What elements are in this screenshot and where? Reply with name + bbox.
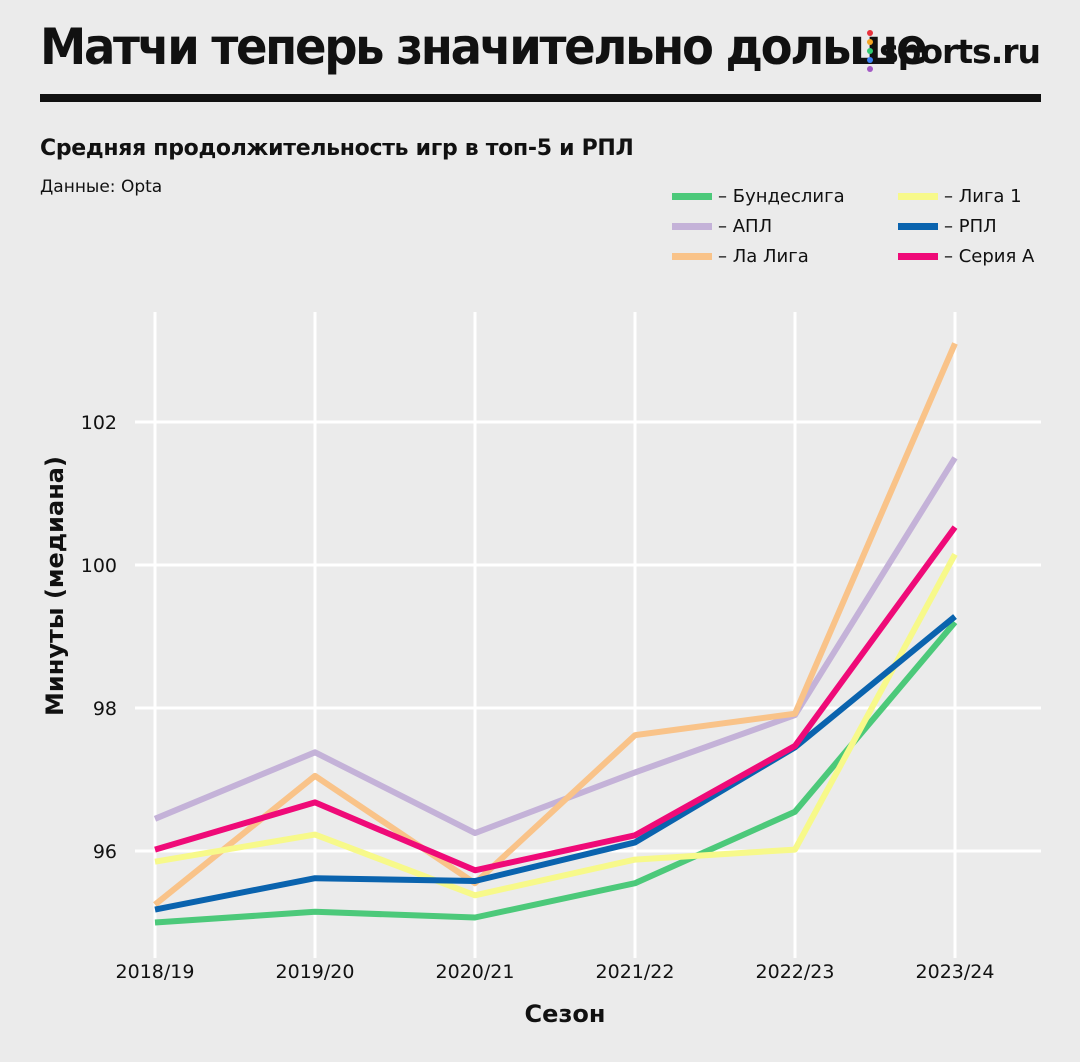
legend-item: – Бундеслига (672, 186, 845, 207)
brand-dot (867, 30, 874, 36)
page-title: Матчи теперь значительно дольше (40, 18, 928, 76)
legend-item: – Ла Лига (672, 246, 809, 267)
series-line (154, 614, 957, 913)
legend-label: – Бундеслига (718, 186, 845, 207)
legend-swatch (672, 193, 712, 200)
title-divider (40, 94, 1041, 102)
chart-subtitle: Средняя продолжительность игр в топ-5 и … (40, 136, 634, 161)
brand-logo: sports.ru (867, 30, 1041, 72)
legend-label: – РПЛ (944, 216, 997, 237)
brand-dot (867, 57, 874, 63)
legend-swatch (672, 253, 712, 260)
legend-item: – Серия А (898, 246, 1034, 267)
legend-swatch (898, 223, 938, 230)
brand-dot (867, 48, 874, 54)
x-tick-label: 2022/23 (756, 961, 835, 983)
x-tick-label: 2023/24 (916, 961, 995, 983)
legend-label: – Серия А (944, 246, 1035, 267)
legend-label: – Лига 1 (944, 186, 1022, 207)
series-line (154, 620, 958, 926)
legend-label: – АПЛ (718, 216, 773, 237)
series-line (153, 342, 958, 907)
brand-dot (867, 66, 874, 72)
legend-swatch (898, 193, 938, 200)
data-source: Данные: Opta (40, 177, 163, 197)
series-line (153, 456, 958, 837)
brand-name: sports.ru (879, 31, 1041, 71)
y-tick-label: 102 (81, 412, 117, 434)
brand-dot (867, 39, 874, 45)
legend-item: – Лига 1 (898, 186, 1022, 207)
legend-swatch (898, 253, 938, 260)
y-tick-label: 98 (93, 698, 117, 720)
legend-label: – Ла Лига (718, 246, 809, 267)
y-tick-label: 96 (93, 841, 117, 863)
y-tick-label: 100 (81, 555, 117, 577)
legend-item: – АПЛ (672, 216, 772, 237)
legend-swatch (672, 223, 712, 230)
series-line (154, 552, 958, 899)
x-tick-label: 2018/19 (116, 961, 195, 983)
series-line (154, 525, 958, 874)
x-axis-label: Сезон (525, 1000, 606, 1028)
x-tick-label: 2019/20 (276, 961, 355, 983)
brand-dots-icon (867, 30, 874, 72)
x-tick-label: 2020/21 (436, 961, 515, 983)
y-axis-label: Минуты (медиана) (41, 456, 69, 716)
x-tick-label: 2021/22 (596, 961, 675, 983)
legend-item: – РПЛ (898, 216, 997, 237)
